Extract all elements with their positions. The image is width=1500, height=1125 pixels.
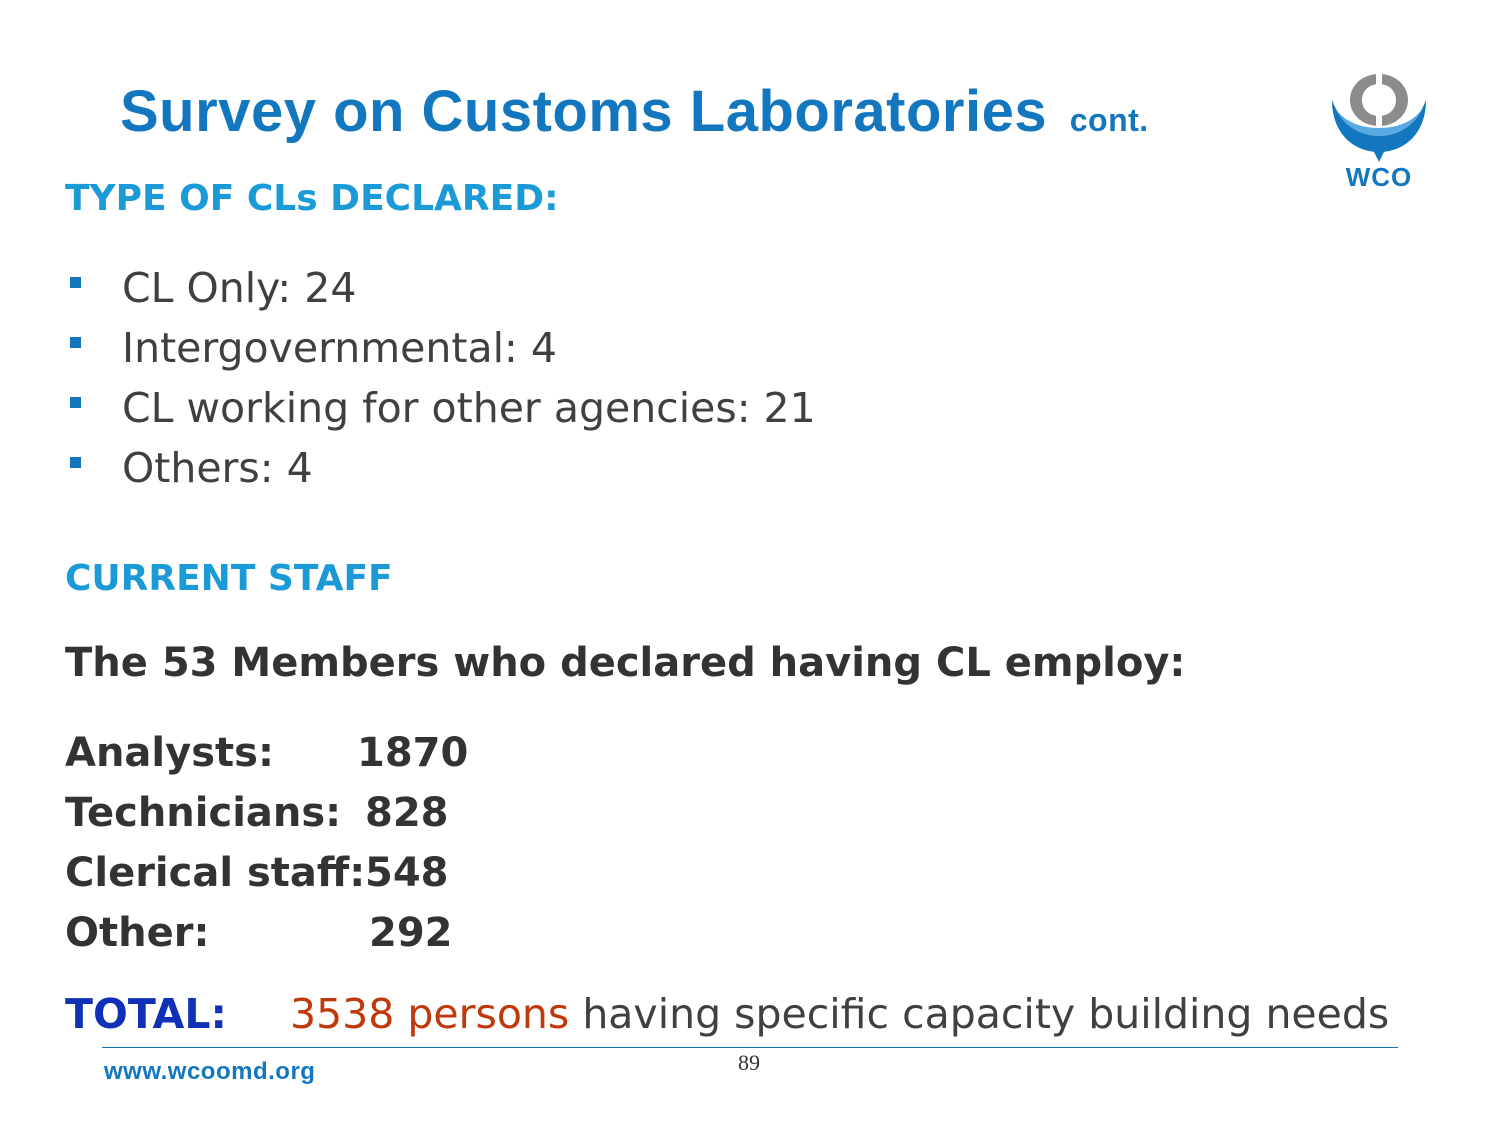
staff-heading: CURRENT STAFF [65,558,393,599]
bullet-square-icon [70,277,81,288]
staff-label: Other: [65,910,210,956]
list-item: Others: 4 [65,438,816,498]
staff-label: Analysts: [65,730,274,776]
bullet-square-icon [70,457,81,468]
bullet-square-icon [70,337,81,348]
wco-emblem-icon [1332,70,1426,162]
list-item-label: Others: 4 [122,444,313,492]
list-item-label: CL working for other agencies: 21 [122,384,816,432]
wco-logo: WCO [1328,70,1430,194]
staff-intro: The 53 Members who declared having CL em… [65,640,1186,686]
staff-value: 828 [365,790,449,836]
bullet-square-icon [70,397,81,408]
footer-url: www.wcoomd.org [104,1058,316,1085]
staff-label: Clerical staff: [65,850,366,896]
staff-value: 548 [365,850,449,896]
total-label: TOTAL: [65,990,227,1038]
slide-title-text: Survey on Customs Laboratories [120,79,1048,144]
total-line: TOTAL: 3538 persons having specific capac… [65,990,1389,1038]
staff-value: 292 [369,910,453,956]
slide-title: Survey on Customs Laboratories cont. [120,78,1149,145]
list-item: CL Only: 24 [65,258,816,318]
list-item-label: CL Only: 24 [122,264,357,312]
types-heading: TYPE OF CLs DECLARED: [65,178,559,219]
total-rest: having specific capacity building needs [569,990,1390,1038]
list-item: Intergovernmental: 4 [65,318,816,378]
page-number: 89 [738,1050,760,1075]
list-item-label: Intergovernmental: 4 [122,324,557,372]
staff-value: 1870 [357,730,469,776]
total-highlight: 3538 persons [290,990,570,1038]
types-list: CL Only: 24 Intergovernmental: 4 CL work… [65,258,816,498]
logo-text: WCO [1345,162,1413,192]
staff-label: Technicians: [65,790,342,836]
footer-divider [102,1047,1398,1048]
slide-title-suffix: cont. [1069,102,1149,138]
list-item: CL working for other agencies: 21 [65,378,816,438]
